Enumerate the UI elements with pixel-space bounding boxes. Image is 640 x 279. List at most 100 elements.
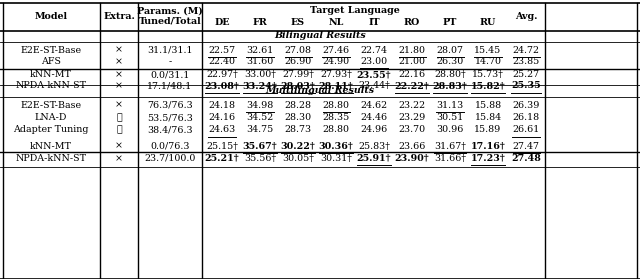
Text: 25.35: 25.35 [511, 81, 541, 90]
Text: 21.00: 21.00 [399, 57, 426, 66]
Text: 25.27: 25.27 [513, 70, 540, 79]
Text: 23.85: 23.85 [513, 57, 540, 66]
Text: 27.93†: 27.93† [320, 70, 352, 79]
Text: 23.08†: 23.08† [205, 81, 239, 90]
Text: ES: ES [291, 18, 305, 27]
Text: ×: × [115, 101, 123, 110]
Text: 22.74: 22.74 [360, 45, 387, 55]
Text: 15.88: 15.88 [474, 101, 502, 110]
Text: ✓: ✓ [116, 125, 122, 134]
Text: Multilingual Results: Multilingual Results [266, 86, 374, 95]
Text: NPDA-kNN-ST: NPDA-kNN-ST [15, 81, 86, 90]
Text: 26.39: 26.39 [512, 101, 540, 110]
Text: 22.40: 22.40 [209, 57, 236, 66]
Text: 23.70: 23.70 [399, 125, 426, 134]
Text: ×: × [115, 81, 123, 90]
Text: 28.80†: 28.80† [434, 70, 466, 79]
Text: 38.4/76.3: 38.4/76.3 [147, 125, 193, 134]
Text: 22.97†: 22.97† [206, 70, 238, 79]
Text: Bilingual Results: Bilingual Results [274, 31, 366, 40]
Text: 23.66: 23.66 [398, 142, 426, 151]
Text: 25.83†: 25.83† [358, 142, 390, 151]
Text: 22.22†: 22.22† [395, 81, 429, 90]
Text: 28.83†: 28.83† [433, 81, 467, 90]
Text: 27.99†: 27.99† [282, 70, 314, 79]
Text: 23.7/100.0: 23.7/100.0 [144, 154, 196, 163]
Text: 76.3/76.3: 76.3/76.3 [147, 101, 193, 110]
Text: 31.67†: 31.67† [434, 142, 466, 151]
Text: Model: Model [35, 12, 68, 21]
Text: 28.07: 28.07 [436, 45, 463, 55]
Text: LNA-D: LNA-D [35, 113, 67, 122]
Text: 33.24†: 33.24† [243, 81, 277, 90]
Text: 28.35: 28.35 [323, 113, 349, 122]
Text: RO: RO [404, 18, 420, 27]
Text: 30.05†: 30.05† [282, 154, 314, 163]
Text: 22.16: 22.16 [399, 70, 426, 79]
Text: E2E-ST-Base: E2E-ST-Base [20, 101, 81, 110]
Text: 27.47: 27.47 [513, 142, 540, 151]
Text: kNN-MT: kNN-MT [30, 70, 72, 79]
Text: 15.89: 15.89 [474, 125, 502, 134]
Text: 24.72: 24.72 [513, 45, 540, 55]
Text: 25.91†: 25.91† [356, 154, 391, 163]
Text: 28.11†: 28.11† [319, 81, 353, 90]
Text: 34.52: 34.52 [246, 113, 274, 122]
Text: 24.18: 24.18 [209, 101, 236, 110]
Text: 26.61: 26.61 [513, 125, 540, 134]
Text: 28.80: 28.80 [323, 101, 349, 110]
Text: Avg.: Avg. [515, 12, 537, 21]
Text: 15.73†: 15.73† [472, 70, 504, 79]
Text: ×: × [115, 57, 123, 66]
Text: 28.28: 28.28 [285, 101, 312, 110]
Text: ✓: ✓ [116, 113, 122, 122]
Text: 15.82†: 15.82† [470, 81, 506, 90]
Text: -: - [168, 57, 172, 66]
Text: 27.08: 27.08 [285, 45, 312, 55]
Text: 34.75: 34.75 [246, 125, 274, 134]
Text: 21.80: 21.80 [399, 45, 426, 55]
Text: DE: DE [214, 18, 230, 27]
Text: 25.21†: 25.21† [205, 154, 239, 163]
Text: 30.22†: 30.22† [280, 142, 316, 151]
Text: 32.61: 32.61 [246, 45, 274, 55]
Text: 17.23†: 17.23† [470, 154, 506, 163]
Text: 23.29: 23.29 [398, 113, 426, 122]
Text: AFS: AFS [41, 57, 61, 66]
Text: 34.98: 34.98 [246, 101, 274, 110]
Text: 28.03†: 28.03† [280, 81, 316, 90]
Text: 53.5/76.3: 53.5/76.3 [147, 113, 193, 122]
Text: 24.90: 24.90 [323, 57, 349, 66]
Text: 23.55†: 23.55† [356, 70, 391, 79]
Text: 17.1/48.1: 17.1/48.1 [147, 81, 193, 90]
Text: 30.36†: 30.36† [319, 142, 353, 151]
Text: ×: × [115, 70, 123, 79]
Text: 24.62: 24.62 [360, 101, 388, 110]
Text: 15.45: 15.45 [474, 45, 502, 55]
Text: 24.63: 24.63 [209, 125, 236, 134]
Text: 24.46: 24.46 [360, 113, 388, 122]
Text: 31.66†: 31.66† [434, 154, 466, 163]
Text: 26.30: 26.30 [436, 57, 463, 66]
Text: Adapter Tuning: Adapter Tuning [13, 125, 89, 134]
Text: 24.16: 24.16 [209, 113, 236, 122]
Text: ×: × [115, 154, 123, 163]
Text: 30.51: 30.51 [436, 113, 463, 122]
Text: 31.13: 31.13 [436, 101, 463, 110]
Text: 0.0/31.1: 0.0/31.1 [150, 70, 189, 79]
Text: FR: FR [253, 18, 268, 27]
Text: 23.22: 23.22 [399, 101, 426, 110]
Text: IT: IT [368, 18, 380, 27]
Text: 28.73: 28.73 [284, 125, 312, 134]
Text: 17.16†: 17.16† [470, 142, 506, 151]
Text: 24.96: 24.96 [360, 125, 388, 134]
Text: 14.70: 14.70 [474, 57, 502, 66]
Text: Target Language: Target Language [310, 6, 400, 15]
Text: 30.31†: 30.31† [320, 154, 352, 163]
Text: 27.48: 27.48 [511, 154, 541, 163]
Text: 28.30: 28.30 [284, 113, 312, 122]
Text: NL: NL [328, 18, 344, 27]
Text: ×: × [115, 45, 123, 55]
Text: Tuned/Total: Tuned/Total [139, 17, 202, 26]
Text: 31.60: 31.60 [246, 57, 274, 66]
